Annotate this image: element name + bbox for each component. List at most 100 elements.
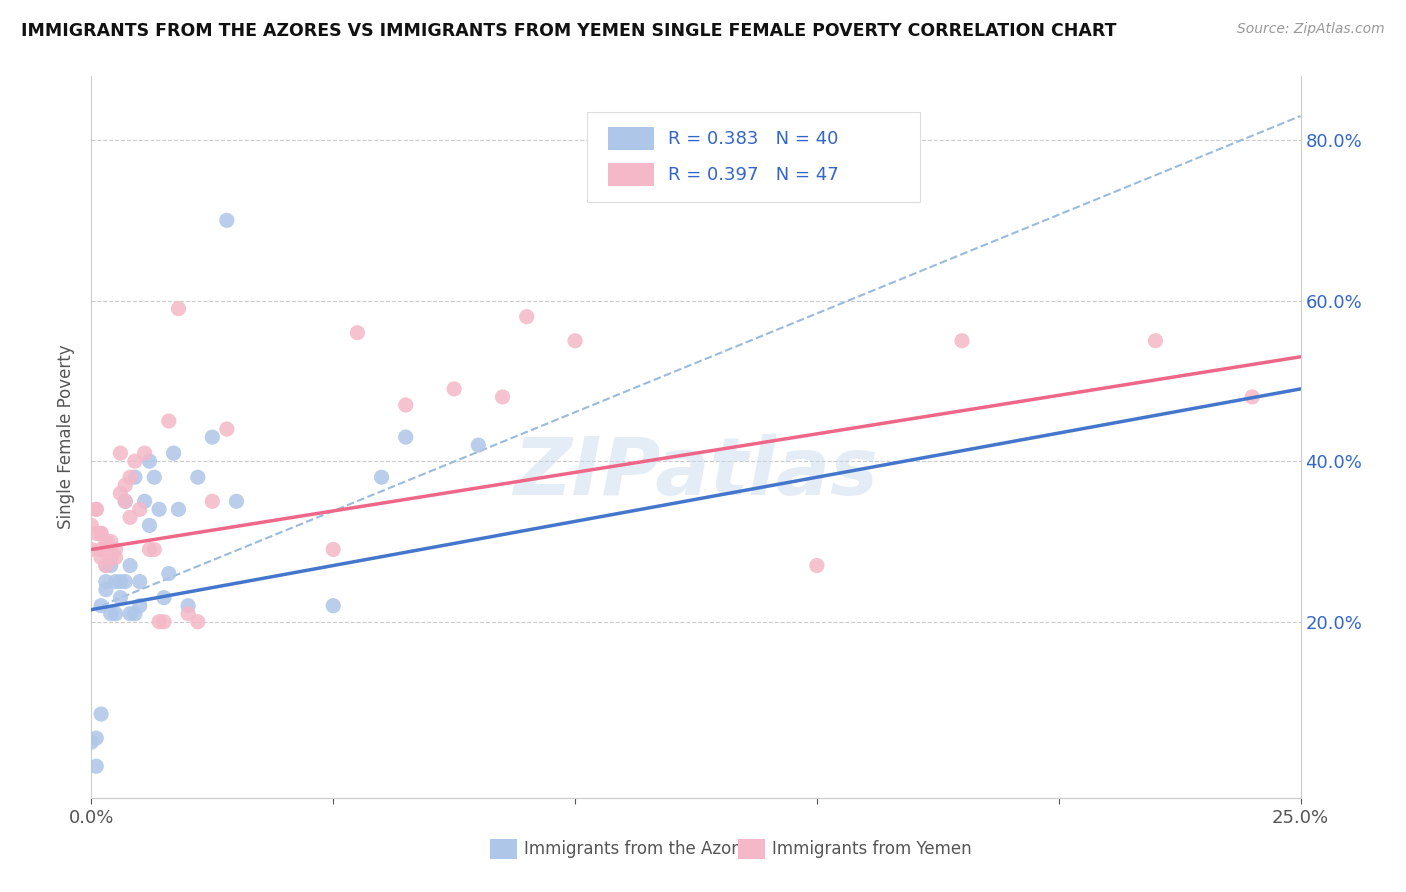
Point: [187, 470, 209, 484]
Text: R = 0.383   N = 40: R = 0.383 N = 40: [668, 129, 838, 148]
Point: [395, 398, 418, 412]
Bar: [491, 838, 517, 859]
Point: [100, 607, 122, 621]
Point: [94, 542, 117, 557]
Point: [138, 454, 160, 468]
Point: [201, 430, 224, 444]
Point: [124, 470, 146, 484]
Point: [148, 502, 170, 516]
Point: [138, 542, 160, 557]
Bar: [607, 128, 654, 150]
Point: [94, 582, 117, 597]
Point: [90, 706, 112, 721]
Point: [491, 390, 513, 404]
Point: [114, 494, 136, 508]
Point: [90, 550, 112, 565]
Text: Source: ZipAtlas.com: Source: ZipAtlas.com: [1237, 22, 1385, 37]
Point: [516, 310, 538, 324]
Point: [90, 542, 112, 557]
Text: ZIPatlas: ZIPatlas: [513, 434, 879, 512]
Text: IMMIGRANTS FROM THE AZORES VS IMMIGRANTS FROM YEMEN SINGLE FEMALE POVERTY CORREL: IMMIGRANTS FROM THE AZORES VS IMMIGRANTS…: [21, 22, 1116, 40]
Point: [100, 534, 122, 549]
Point: [1241, 390, 1264, 404]
Point: [162, 446, 184, 460]
Bar: [738, 838, 765, 859]
Bar: [607, 163, 654, 186]
Point: [90, 526, 112, 541]
Point: [134, 446, 156, 460]
Point: [1144, 334, 1167, 348]
Point: [80, 735, 103, 749]
Point: [94, 558, 117, 573]
Point: [187, 615, 209, 629]
Point: [84, 502, 107, 516]
Point: [84, 759, 107, 773]
Point: [120, 510, 142, 524]
Point: [128, 599, 150, 613]
FancyBboxPatch shape: [588, 112, 920, 202]
Point: [84, 502, 107, 516]
Point: [104, 607, 127, 621]
Point: [564, 334, 586, 348]
Point: [148, 615, 170, 629]
Point: [225, 494, 247, 508]
Point: [120, 470, 142, 484]
Point: [104, 574, 127, 589]
Point: [114, 494, 136, 508]
Point: [120, 607, 142, 621]
Text: Immigrants from Yemen: Immigrants from Yemen: [772, 840, 972, 858]
Point: [177, 599, 200, 613]
Point: [104, 550, 127, 565]
Point: [110, 574, 132, 589]
Point: [100, 558, 122, 573]
Point: [110, 486, 132, 500]
Point: [114, 478, 136, 492]
Point: [80, 542, 103, 557]
Point: [177, 607, 200, 621]
Point: [120, 558, 142, 573]
Point: [467, 438, 489, 452]
Point: [346, 326, 368, 340]
Point: [443, 382, 465, 396]
Point: [124, 607, 146, 621]
Point: [153, 615, 176, 629]
Point: [110, 446, 132, 460]
Point: [94, 574, 117, 589]
Point: [395, 430, 418, 444]
Point: [94, 558, 117, 573]
Point: [104, 542, 127, 557]
Point: [114, 574, 136, 589]
Point: [143, 470, 166, 484]
Y-axis label: Single Female Poverty: Single Female Poverty: [58, 345, 76, 529]
Point: [370, 470, 392, 484]
Point: [100, 542, 122, 557]
Point: [167, 301, 190, 316]
Point: [138, 518, 160, 533]
Point: [110, 591, 132, 605]
Point: [215, 213, 238, 227]
Point: [322, 542, 344, 557]
Point: [100, 550, 122, 565]
Point: [128, 574, 150, 589]
Point: [84, 731, 107, 746]
Point: [134, 494, 156, 508]
Point: [153, 591, 176, 605]
Point: [143, 542, 166, 557]
Point: [84, 526, 107, 541]
Point: [201, 494, 224, 508]
Point: [90, 526, 112, 541]
Point: [215, 422, 238, 436]
Point: [80, 518, 103, 533]
Point: [124, 454, 146, 468]
Point: [157, 566, 180, 581]
Point: [94, 534, 117, 549]
Text: Immigrants from the Azores: Immigrants from the Azores: [524, 840, 756, 858]
Point: [950, 334, 973, 348]
Text: R = 0.397   N = 47: R = 0.397 N = 47: [668, 166, 839, 184]
Point: [128, 502, 150, 516]
Point: [322, 599, 344, 613]
Point: [157, 414, 180, 428]
Point: [167, 502, 190, 516]
Point: [806, 558, 828, 573]
Point: [90, 599, 112, 613]
